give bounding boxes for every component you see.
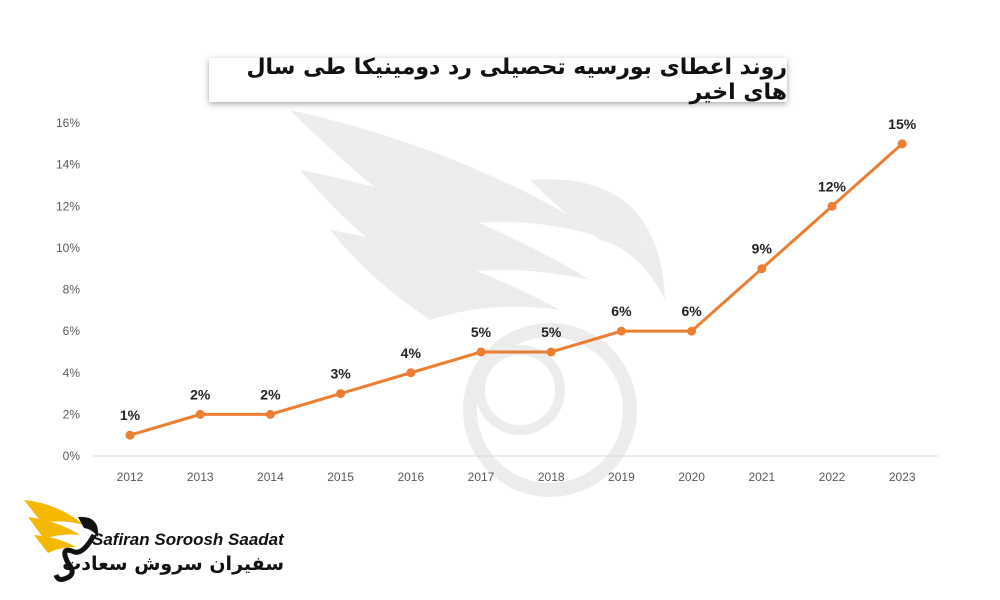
y-tick-label: 12%: [56, 199, 80, 213]
brand-name-en: Safiran Soroosh Saadat: [92, 530, 284, 549]
y-tick-label: 6%: [63, 324, 81, 338]
data-point: [265, 409, 275, 419]
x-tick-label: 2018: [538, 470, 565, 484]
x-tick-label: 2020: [678, 470, 705, 484]
x-tick-label: 2013: [187, 470, 214, 484]
data-point: [546, 347, 556, 357]
data-label: 2%: [260, 386, 281, 402]
series-line: [129, 142, 904, 437]
brand-name-fa: سفیران سروش سعادت: [62, 553, 284, 575]
x-tick-label: 2012: [117, 470, 144, 484]
data-label: 12%: [818, 178, 847, 194]
data-label: 6%: [611, 303, 632, 319]
y-tick-label: 10%: [56, 241, 80, 255]
data-label: 2%: [190, 386, 211, 402]
data-label: 6%: [681, 303, 702, 319]
data-point: [687, 326, 697, 336]
x-tick-label: 2023: [889, 470, 916, 484]
data-label: 9%: [752, 241, 773, 257]
x-tick-label: 2015: [327, 470, 354, 484]
data-label: 5%: [471, 324, 492, 340]
y-tick-label: 0%: [63, 449, 81, 463]
y-tick-label: 4%: [63, 366, 81, 380]
data-label: 5%: [541, 324, 562, 340]
data-point: [336, 389, 346, 399]
x-tick-label: 2022: [819, 470, 846, 484]
data-point: [195, 409, 205, 419]
data-point: [476, 347, 486, 357]
data-label: 1%: [120, 407, 141, 423]
data-point: [125, 430, 135, 440]
y-tick-label: 2%: [63, 407, 81, 421]
data-label: 15%: [888, 116, 917, 132]
data-point: [616, 326, 626, 336]
x-tick-label: 2017: [468, 470, 495, 484]
data-point: [406, 368, 416, 378]
data-point: [827, 201, 837, 211]
x-tick-label: 2021: [748, 470, 775, 484]
data-label: 3%: [330, 366, 351, 382]
x-tick-label: 2016: [397, 470, 424, 484]
brand-logo: Safiran Soroosh Saadat سفیران سروش سعادت: [22, 495, 292, 585]
chart-title: روند اعطای بورسیه تحصیلی رد دومینیکا طی …: [209, 55, 787, 105]
data-label: 4%: [401, 345, 422, 361]
x-tick-label: 2019: [608, 470, 635, 484]
y-tick-label: 14%: [56, 158, 80, 172]
data-point: [757, 264, 767, 274]
data-point: [897, 139, 907, 149]
y-tick-label: 16%: [56, 116, 80, 130]
x-tick-label: 2014: [257, 470, 284, 484]
watermark-logo: [290, 110, 665, 497]
y-tick-label: 8%: [63, 283, 81, 297]
bird-logo-icon: [24, 500, 99, 582]
